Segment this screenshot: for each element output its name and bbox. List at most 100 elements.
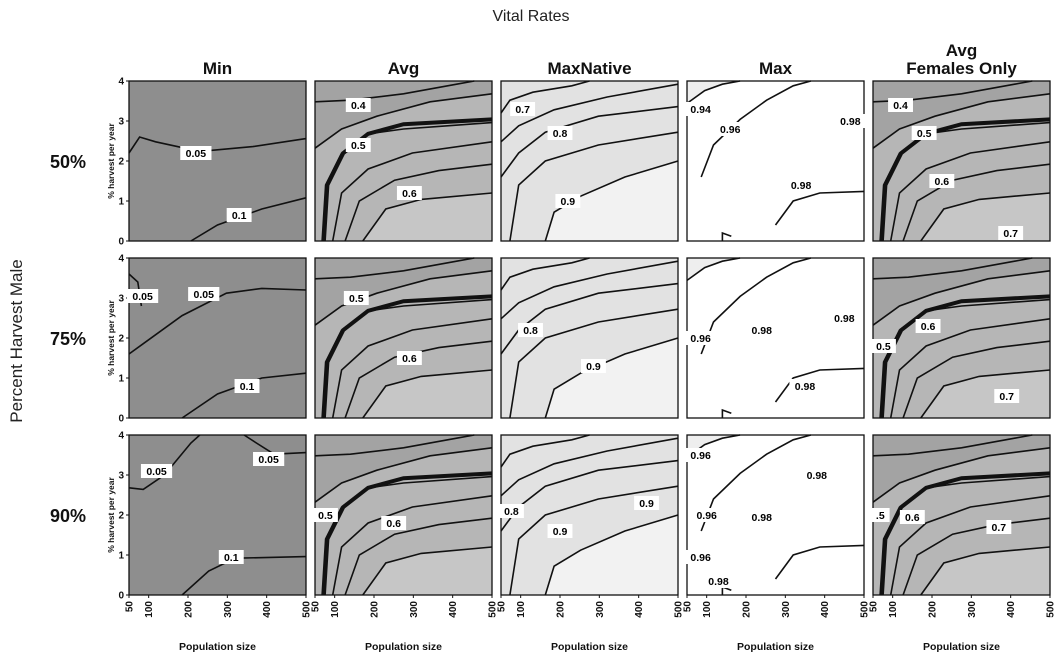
y-axis-label: % harvest per year (106, 123, 116, 199)
contour-label: 0.96 (690, 552, 711, 564)
contour-label: 0.05 (186, 148, 207, 160)
x-tick-label: 50 (125, 601, 136, 613)
contour-band (362, 547, 492, 595)
contour-line-bold (321, 471, 493, 596)
y-tick-label: 3 (118, 294, 124, 305)
contour-line (872, 257, 1033, 280)
panel-frame (872, 257, 1051, 419)
contour-line (509, 485, 679, 596)
y-tick-label: 3 (118, 471, 124, 482)
contour-label-box (547, 524, 573, 538)
contour-line (344, 517, 493, 596)
contour-line (344, 163, 493, 242)
contour-label: 0.94 (690, 104, 711, 116)
panel-frame (314, 80, 493, 242)
y-axis-label: % harvest per year (106, 477, 116, 553)
x-tick-label: 50 (683, 601, 694, 613)
y-tick-label: 3 (118, 117, 124, 128)
x-tick-label: 400 (820, 601, 831, 618)
column-header: Max (759, 59, 793, 78)
contour-line (128, 287, 307, 355)
contour-label-box (518, 323, 543, 337)
panel-background (129, 81, 306, 241)
x-tick-label: 200 (742, 601, 753, 618)
contour-label: 0.96 (696, 510, 717, 522)
contour-line (920, 192, 1051, 242)
contour-label-box (396, 186, 422, 200)
contour-line (314, 447, 493, 503)
contour-label: 0.6 (905, 512, 920, 524)
contour-label: 0.98 (834, 313, 855, 325)
contour-line (920, 369, 1051, 419)
column-header: Min (203, 59, 232, 78)
contour-line (331, 318, 493, 419)
contour-band (315, 81, 492, 149)
contour-label-box (685, 550, 717, 564)
y-tick-label: 4 (118, 77, 124, 88)
contour-label-box (998, 226, 1024, 240)
contour-line (500, 434, 590, 468)
contour-label-box (915, 319, 941, 333)
contour-line (700, 80, 812, 178)
contour-label: 0.7 (515, 104, 530, 116)
contour-line (700, 257, 812, 355)
contour-label: 0.98 (795, 381, 816, 393)
contour-line (902, 340, 1051, 419)
contour-label: 0.5 (876, 341, 891, 353)
contour-line (128, 136, 307, 154)
contour-label: 0.96 (720, 124, 741, 136)
x-tick-label: 300 (223, 601, 234, 618)
contour-label-box (691, 508, 723, 522)
contour-line (721, 231, 732, 241)
contour-label-box (140, 464, 173, 478)
contour-label-box (871, 508, 890, 522)
contour-label: .5 (876, 510, 885, 522)
contour-line (872, 93, 1051, 149)
contour-line (500, 282, 679, 355)
x-tick-label: 500 (674, 601, 685, 618)
contour-line (774, 544, 865, 580)
contour-band (687, 81, 741, 104)
contour-label: 0.6 (402, 188, 417, 200)
y-tick-label: 0 (118, 591, 124, 602)
contour-label-box (381, 516, 407, 530)
panel-frame (500, 257, 679, 419)
row-header: 90% (50, 506, 86, 526)
figure-title: Vital Rates (492, 8, 569, 25)
contour-label-box (127, 289, 159, 303)
contour-label: 0.05 (258, 454, 279, 466)
contour-band (315, 435, 492, 503)
contour-line (544, 514, 679, 596)
contour-line (314, 257, 475, 280)
contour-line (774, 367, 865, 403)
contour-label: 0.98 (840, 116, 861, 128)
x-tick-label: 100 (144, 601, 155, 618)
contour-label: 0.9 (586, 361, 601, 373)
contour-line (314, 434, 475, 457)
contour-label: 0.6 (386, 518, 401, 530)
x-tick-label: 100 (516, 601, 527, 618)
contour-label-box (685, 102, 717, 116)
contour-label: 0.4 (893, 100, 908, 112)
x-tick-label: 400 (262, 601, 273, 618)
row-axis-label: Percent Harvest Male (7, 259, 26, 422)
y-tick-label: 1 (118, 551, 124, 562)
contour-line-bold (879, 117, 1051, 242)
contour-band (873, 81, 1050, 149)
x-tick-label: 300 (967, 601, 978, 618)
column-header: Avg (388, 59, 420, 78)
panel-background (687, 258, 864, 418)
y-tick-label: 2 (118, 334, 124, 345)
x-axis-label: Population size (365, 641, 442, 653)
contour-label-box (929, 174, 955, 188)
contour-label-box (547, 126, 573, 140)
contour-label-box (785, 178, 817, 192)
x-tick-label: 300 (781, 601, 792, 618)
contour-label-box (789, 379, 821, 393)
contour-line (872, 447, 1051, 503)
contour-band (362, 370, 492, 418)
x-tick-label: 200 (928, 601, 939, 618)
panel-grid: 0 1 2 3 4 % harvest per year 0 1 2 3 4 % harvest pe… (106, 77, 1057, 654)
contour-label: 0.6 (935, 176, 950, 188)
